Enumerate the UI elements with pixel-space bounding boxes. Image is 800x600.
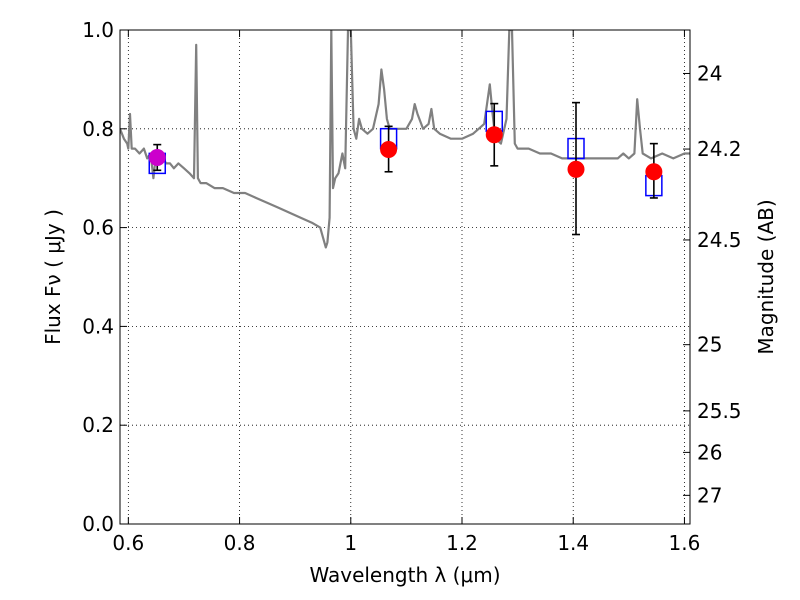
right-tick-label: 24.2 — [697, 137, 742, 161]
x-tick-label: 0.8 — [224, 531, 256, 555]
plot-background — [120, 30, 690, 524]
right-tick-label: 26 — [697, 440, 722, 464]
y-tick-label: 0.8 — [82, 117, 114, 141]
y-axis-label: Flux Fν ( μJy ) — [41, 209, 65, 345]
right-axis-label: Magnitude (AB) — [754, 199, 778, 354]
right-tick-label: 25.5 — [697, 399, 742, 423]
right-tick-label: 25 — [697, 333, 722, 357]
y-tick-label: 0.0 — [82, 512, 114, 536]
y-tick-label: 0.2 — [82, 413, 114, 437]
optical-point — [148, 148, 166, 166]
y-tick-label: 0.6 — [82, 216, 114, 240]
observed-point — [567, 160, 585, 178]
right-tick-label: 24.5 — [697, 228, 742, 252]
observed-point — [645, 163, 663, 181]
y-tick-label: 0.4 — [82, 314, 114, 338]
y-tick-label: 1.0 — [82, 18, 114, 42]
right-tick-label: 27 — [697, 483, 722, 507]
axis-ticks: 0.6 0.8 1 1.2 1.4 1.6 0.0 0.2 0.4 0.6 0.8 1.0 24 24.2… — [82, 18, 741, 555]
x-tick-label: 1 — [344, 531, 357, 555]
right-tick-label: 24 — [697, 61, 722, 85]
x-tick-label: 1.2 — [446, 531, 478, 555]
x-tick-label: 1.4 — [557, 531, 589, 555]
observed-point — [380, 141, 398, 159]
observed-point — [485, 126, 503, 144]
x-axis-label: Wavelength λ (μm) — [309, 563, 500, 587]
x-tick-label: 0.6 — [112, 531, 144, 555]
template-spectrum-line — [120, 30, 690, 249]
plot-frame — [119, 29, 691, 525]
plot-area — [120, 30, 690, 249]
x-tick-label: 1.6 — [669, 531, 701, 555]
